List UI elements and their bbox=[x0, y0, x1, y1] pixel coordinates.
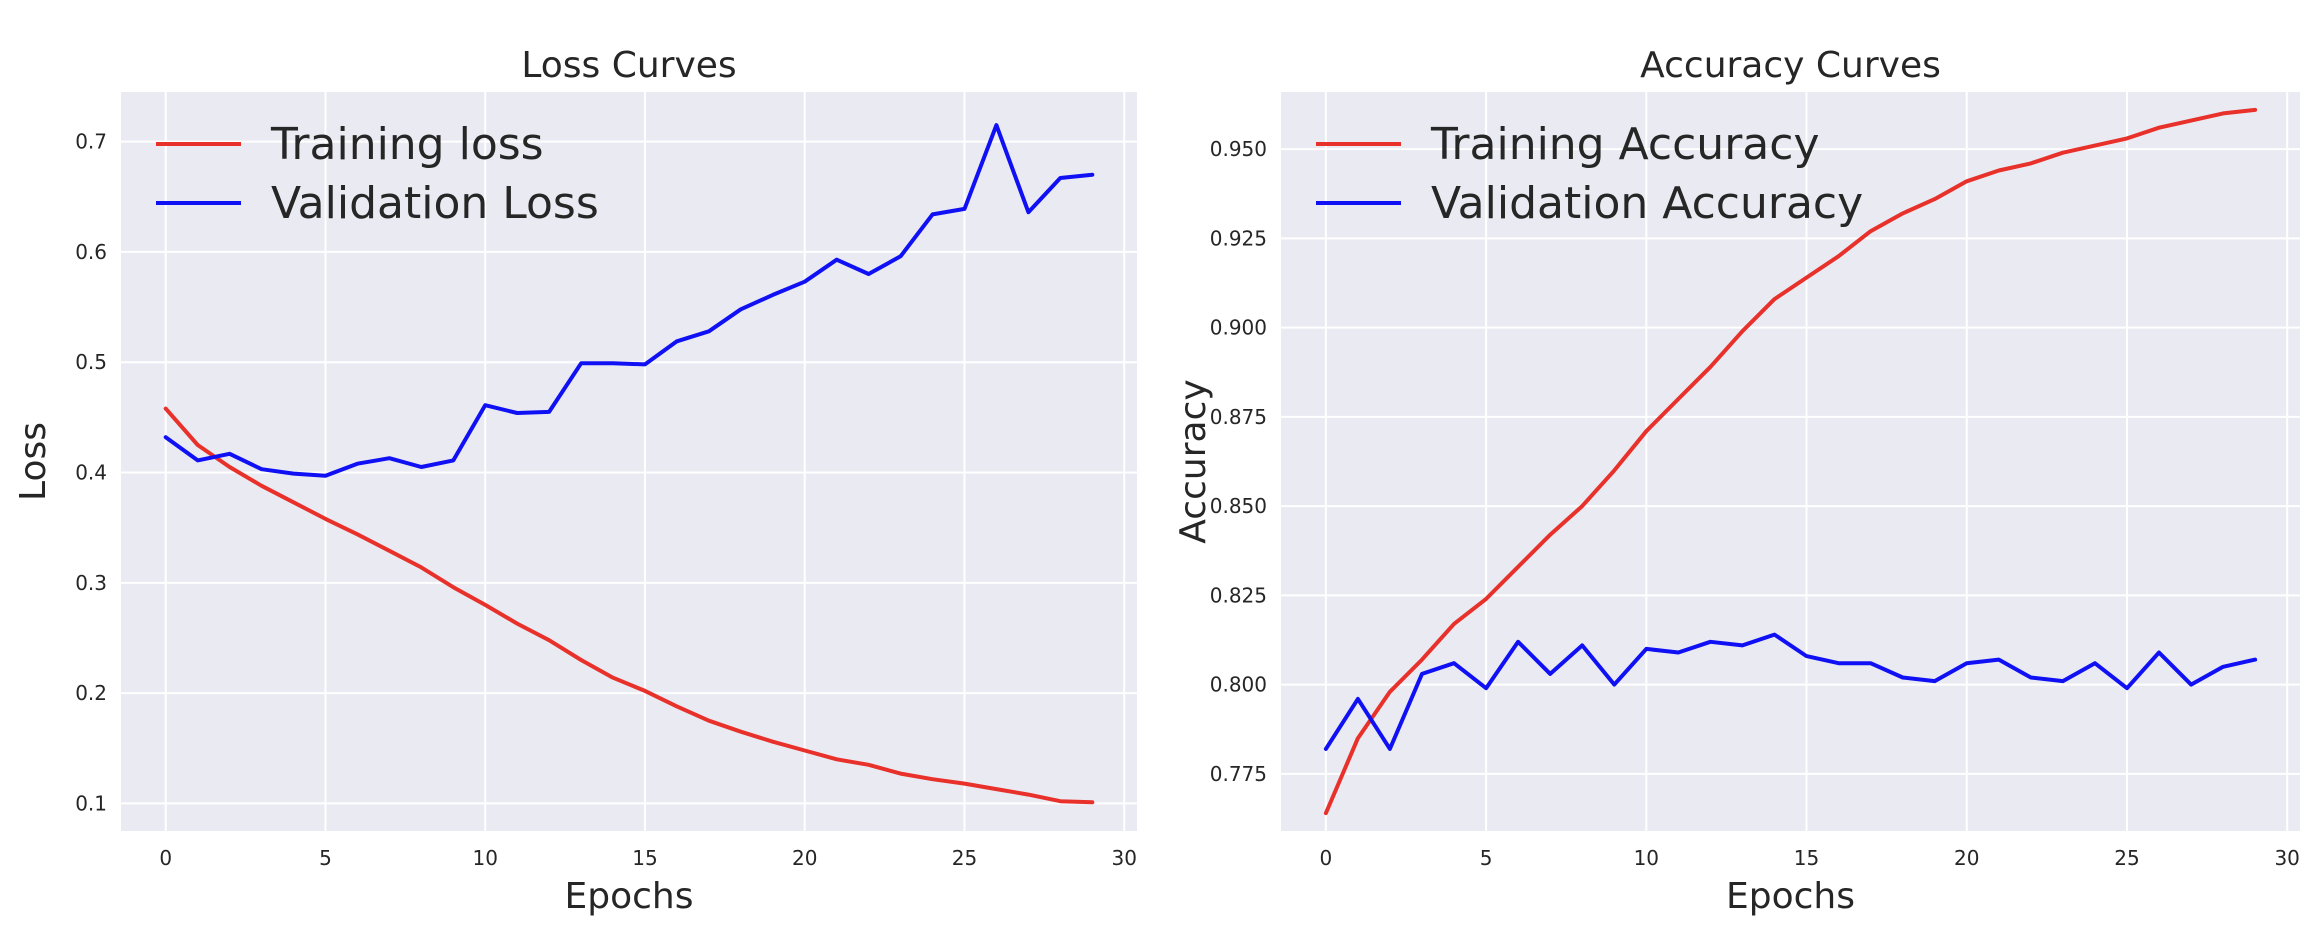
accuracy-y-tick-label: 0.900 bbox=[1210, 316, 1267, 340]
loss-x-tick-label: 10 bbox=[472, 846, 497, 870]
loss-legend: Training loss Validation Loss bbox=[156, 119, 599, 229]
loss-x-tick-label: 5 bbox=[319, 846, 332, 870]
accuracy-x-tick-label: 25 bbox=[2114, 846, 2139, 870]
loss-y-tick-label: 0.5 bbox=[75, 350, 107, 374]
accuracy-y-tick-label: 0.950 bbox=[1210, 137, 1267, 161]
loss-y-tick-label: 0.7 bbox=[75, 130, 107, 154]
accuracy-series-group bbox=[1323, 107, 2258, 816]
series-line-validation-accuracy bbox=[1323, 632, 2258, 751]
accuracy-legend: Training Accuracy Validation Accuracy bbox=[1316, 119, 1863, 229]
loss-y-tick-label: 0.4 bbox=[75, 461, 107, 485]
accuracy-grid bbox=[1281, 92, 2300, 831]
accuracy-y-tick-label: 0.925 bbox=[1210, 226, 1267, 250]
legend-label-training-accuracy: Training Accuracy bbox=[1430, 119, 1819, 170]
loss-y-axis-label: Loss bbox=[13, 422, 54, 501]
loss-series-group bbox=[163, 123, 1095, 805]
legend-label-validation-loss: Validation Loss bbox=[271, 178, 599, 229]
accuracy-x-tick-label: 20 bbox=[1954, 846, 1979, 870]
loss-x-tick-label: 30 bbox=[1111, 846, 1136, 870]
loss-y-tick-label: 0.3 bbox=[75, 571, 107, 595]
loss-chart-title: Loss Curves bbox=[521, 45, 736, 86]
accuracy-y-tick-label: 0.875 bbox=[1210, 405, 1267, 429]
series-line-validation-loss bbox=[163, 123, 1095, 478]
accuracy-x-tick-label: 0 bbox=[1319, 846, 1332, 870]
loss-tick-labels: 0 5 10 15 20 25 30 0.1 0.2 0.3 0.4 0.5 0.6 0.7 bbox=[75, 130, 1137, 870]
accuracy-x-axis-label: Epochs bbox=[1726, 876, 1855, 917]
series-line-training-accuracy bbox=[1323, 107, 2258, 816]
accuracy-x-tick-label: 5 bbox=[1480, 846, 1493, 870]
accuracy-y-tick-label: 0.775 bbox=[1210, 762, 1267, 786]
loss-chart: 0 5 10 15 20 25 30 0.1 0.2 0.3 0.4 0.5 0.6 0.7 Loss C… bbox=[13, 45, 1137, 917]
loss-x-tick-label: 0 bbox=[159, 846, 172, 870]
loss-y-tick-label: 0.1 bbox=[75, 791, 107, 815]
loss-x-tick-label: 15 bbox=[632, 846, 657, 870]
loss-plot-area bbox=[121, 92, 1137, 831]
series-line-training-loss bbox=[163, 406, 1095, 805]
legend-label-validation-accuracy: Validation Accuracy bbox=[1431, 178, 1863, 229]
loss-grid bbox=[121, 92, 1137, 831]
accuracy-plot-area bbox=[1281, 92, 2300, 831]
accuracy-chart: 0 5 10 15 20 25 30 0.775 0.800 0.825 0.850 0.875 0.9… bbox=[1173, 45, 2300, 917]
accuracy-y-tick-label: 0.850 bbox=[1210, 494, 1267, 518]
loss-x-tick-label: 25 bbox=[952, 846, 977, 870]
accuracy-x-tick-label: 30 bbox=[2274, 846, 2299, 870]
loss-x-axis-label: Epochs bbox=[565, 876, 694, 917]
accuracy-x-tick-label: 15 bbox=[1794, 846, 1819, 870]
loss-x-tick-label: 20 bbox=[792, 846, 817, 870]
legend-label-training-loss: Training loss bbox=[270, 119, 544, 170]
accuracy-tick-labels: 0 5 10 15 20 25 30 0.775 0.800 0.825 0.850 0.875 0.9… bbox=[1210, 137, 2300, 870]
accuracy-chart-title: Accuracy Curves bbox=[1640, 45, 1941, 86]
loss-y-tick-label: 0.6 bbox=[75, 240, 107, 264]
loss-y-tick-label: 0.2 bbox=[75, 681, 107, 705]
accuracy-x-tick-label: 10 bbox=[1634, 846, 1659, 870]
accuracy-y-axis-label: Accuracy bbox=[1173, 379, 1214, 543]
accuracy-y-tick-label: 0.800 bbox=[1210, 673, 1267, 697]
accuracy-y-tick-label: 0.825 bbox=[1210, 583, 1267, 607]
